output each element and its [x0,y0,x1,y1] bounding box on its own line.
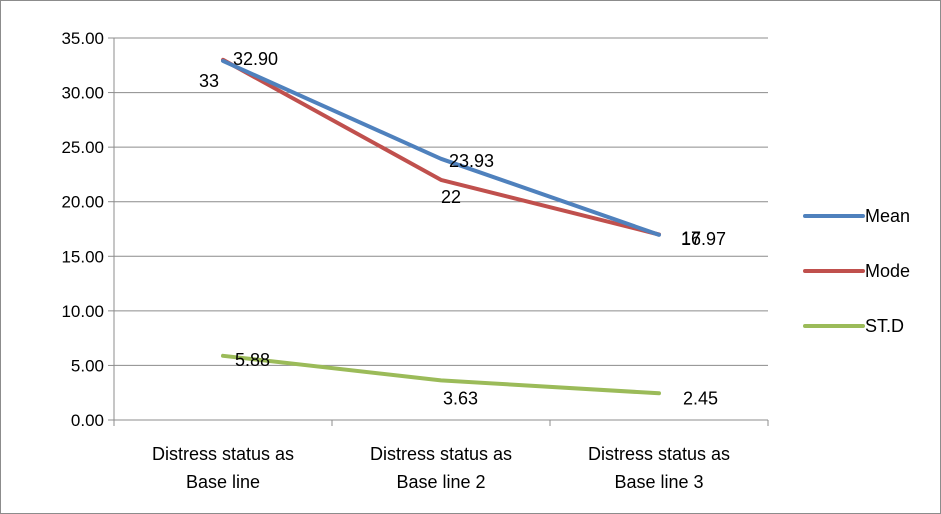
data-label: 3.63 [443,388,478,408]
data-label: 32.90 [233,49,278,69]
series-line-st-d [221,353,661,396]
data-label: 5.88 [235,350,270,370]
y-tick-label: 20.00 [61,193,104,212]
y-tick-label: 5.00 [71,356,104,375]
x-category-label: Distress status as [152,444,294,464]
x-category-labels: Distress status as Base line Distress stat… [152,444,730,492]
x-category-label: Base line 2 [396,472,485,492]
series-line-mean [221,58,661,237]
series-line-mode [221,57,661,237]
x-category-label: Distress status as [370,444,512,464]
x-category-label: Base line 3 [614,472,703,492]
data-label: 16.97 [681,229,726,249]
y-tick-label: 15.00 [61,247,104,266]
x-category-label: Base line [186,472,260,492]
axes [108,37,769,426]
y-tick-label: 0.00 [71,411,104,430]
legend-label: Mean [865,206,910,226]
legend-label: ST.D [865,316,904,336]
data-label: 23.93 [449,151,494,171]
data-label: 22 [441,187,461,207]
y-tick-label: 10.00 [61,302,104,321]
data-label: 2.45 [683,388,718,408]
legend-label: Mode [865,261,910,281]
legend: Mean Mode ST.D [803,206,910,336]
data-label: 17 [681,228,701,248]
y-tick-label: 35.00 [61,29,104,48]
data-label: 33 [199,71,219,91]
y-tick-labels: 0.00 5.00 10.00 15.00 20.00 25.00 30.00 35.00 [61,29,104,430]
series-lines [221,57,661,396]
y-tick-label: 30.00 [61,84,104,103]
gridlines [114,37,768,366]
x-category-label: Distress status as [588,444,730,464]
data-labels: 32.90 23.93 16.97 33 22 17 5.88 3.63 2.45 [199,49,726,408]
y-tick-label: 25.00 [61,138,104,157]
